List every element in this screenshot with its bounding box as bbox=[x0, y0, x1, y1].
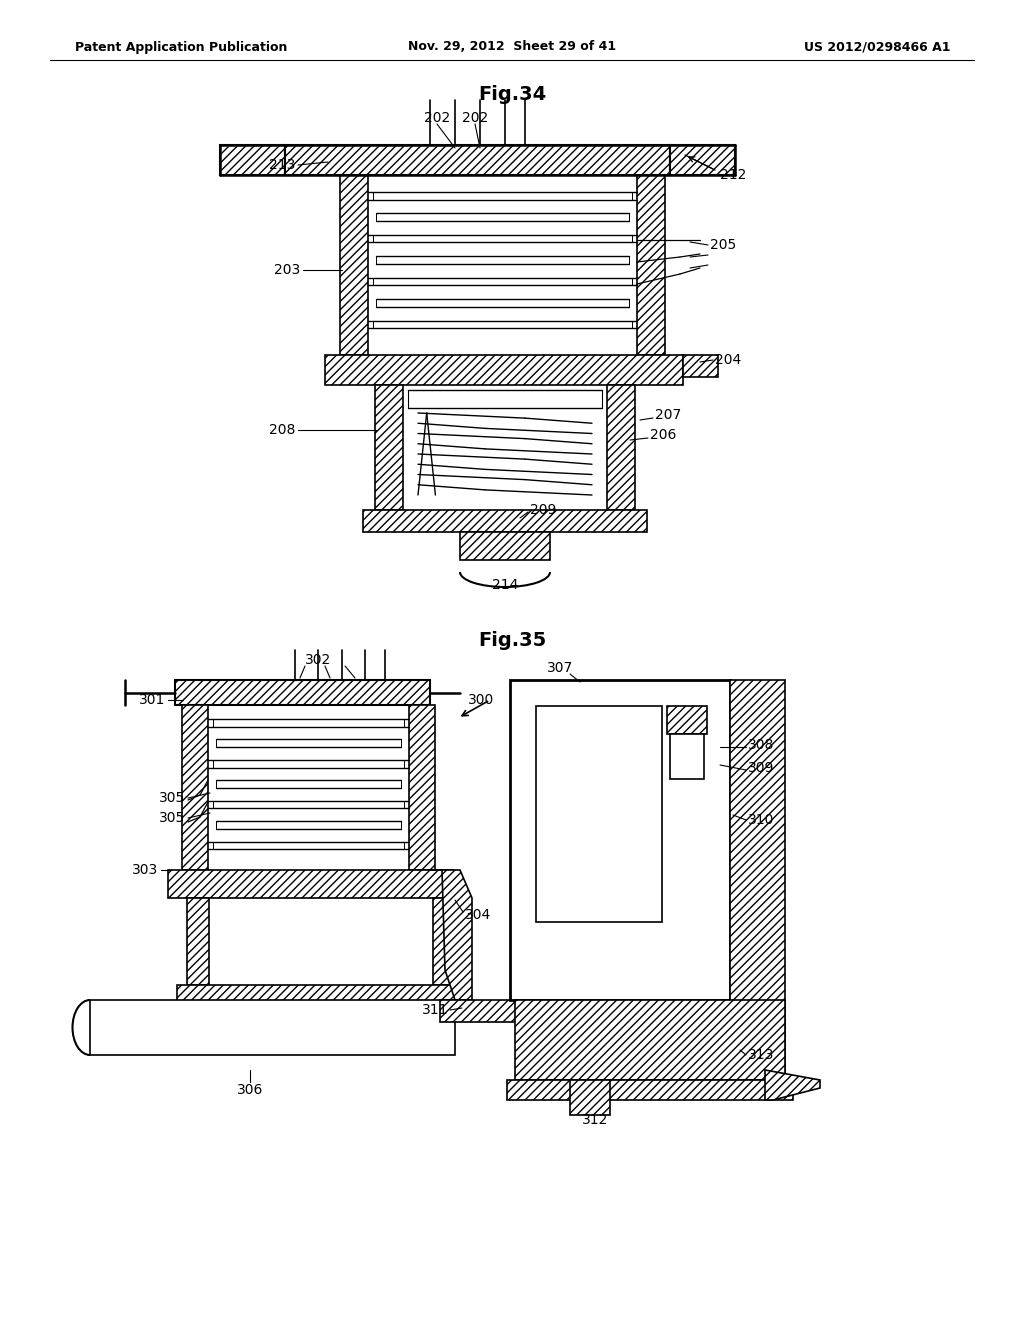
Bar bbox=[670, 145, 735, 176]
Bar bbox=[285, 145, 670, 176]
Text: 312: 312 bbox=[582, 1113, 608, 1127]
Text: Patent Application Publication: Patent Application Publication bbox=[75, 41, 288, 54]
Bar bbox=[683, 355, 718, 378]
Bar bbox=[510, 680, 730, 1001]
Bar bbox=[637, 176, 665, 355]
Text: 302: 302 bbox=[305, 653, 331, 667]
Text: 303: 303 bbox=[132, 863, 158, 876]
Polygon shape bbox=[765, 1071, 820, 1100]
Text: 214: 214 bbox=[492, 578, 518, 591]
Text: 311: 311 bbox=[422, 1003, 449, 1016]
Bar bbox=[90, 1001, 170, 1055]
Bar bbox=[433, 898, 455, 985]
Bar bbox=[409, 705, 435, 870]
Bar bbox=[510, 982, 730, 1001]
Text: 203: 203 bbox=[273, 263, 300, 277]
Text: 310: 310 bbox=[748, 813, 774, 828]
Text: 313: 313 bbox=[748, 1048, 774, 1063]
Bar bbox=[177, 985, 465, 1007]
Text: 206: 206 bbox=[650, 428, 677, 442]
Bar bbox=[175, 680, 430, 705]
Polygon shape bbox=[430, 870, 472, 1001]
Text: 309: 309 bbox=[748, 762, 774, 775]
Bar bbox=[730, 680, 785, 1080]
Bar bbox=[570, 1080, 610, 1115]
Bar bbox=[712, 680, 730, 1001]
Bar bbox=[362, 510, 647, 532]
Text: 308: 308 bbox=[748, 738, 774, 752]
Bar bbox=[510, 680, 528, 1001]
Text: 305: 305 bbox=[159, 810, 185, 825]
Text: 205: 205 bbox=[710, 238, 736, 252]
Bar bbox=[515, 1001, 785, 1080]
Text: 202: 202 bbox=[462, 111, 488, 125]
Text: 212: 212 bbox=[720, 168, 746, 182]
Bar bbox=[667, 706, 707, 734]
Bar bbox=[182, 705, 208, 870]
Bar bbox=[375, 385, 403, 510]
Text: 306: 306 bbox=[237, 1082, 263, 1097]
Text: 304: 304 bbox=[465, 908, 492, 921]
Text: Fig.35: Fig.35 bbox=[478, 631, 546, 649]
Text: 202: 202 bbox=[424, 111, 451, 125]
Bar bbox=[510, 680, 730, 698]
Bar bbox=[670, 734, 705, 779]
Text: 301: 301 bbox=[138, 693, 165, 708]
Text: 208: 208 bbox=[268, 422, 295, 437]
Bar bbox=[460, 532, 550, 560]
Bar bbox=[90, 1001, 455, 1055]
Bar bbox=[325, 355, 683, 385]
Text: 307: 307 bbox=[547, 661, 573, 675]
Text: Nov. 29, 2012  Sheet 29 of 41: Nov. 29, 2012 Sheet 29 of 41 bbox=[408, 41, 616, 54]
Text: 207: 207 bbox=[655, 408, 681, 422]
Bar bbox=[507, 1080, 793, 1100]
Text: US 2012/0298466 A1: US 2012/0298466 A1 bbox=[804, 41, 950, 54]
Text: 305: 305 bbox=[159, 791, 185, 805]
Text: 213: 213 bbox=[268, 158, 295, 172]
Text: 300: 300 bbox=[468, 693, 495, 708]
Bar bbox=[607, 385, 635, 510]
Bar bbox=[168, 870, 453, 898]
Text: Fig.34: Fig.34 bbox=[478, 86, 546, 104]
Bar bbox=[440, 1001, 780, 1022]
Bar bbox=[340, 176, 368, 355]
Text: 204: 204 bbox=[715, 352, 741, 367]
Bar bbox=[187, 898, 209, 985]
Bar bbox=[536, 706, 662, 921]
Text: 209: 209 bbox=[530, 503, 556, 517]
Bar bbox=[220, 145, 285, 176]
